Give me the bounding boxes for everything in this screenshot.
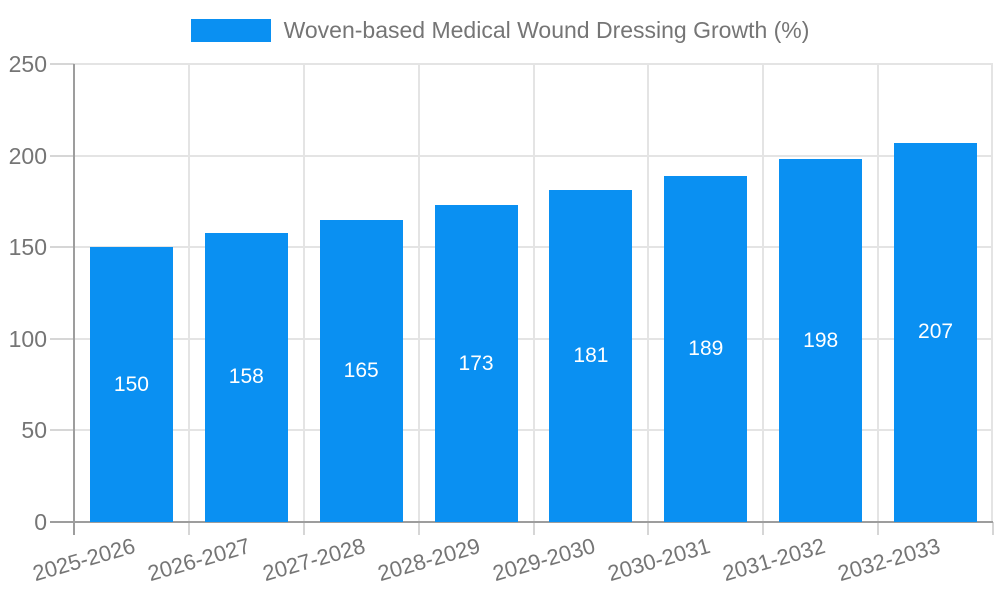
x-tick <box>417 522 420 535</box>
bar: 158 <box>204 232 288 522</box>
gridline-v <box>762 64 765 522</box>
bar-value-label: 207 <box>918 320 954 344</box>
y-tick <box>50 246 74 249</box>
gridline-v <box>417 64 420 522</box>
bar: 173 <box>434 205 518 522</box>
gridline-v <box>532 64 535 522</box>
y-tick-label: 200 <box>8 142 47 169</box>
bar-value-label: 181 <box>573 344 609 368</box>
y-axis-line <box>73 64 75 522</box>
y-tick-label: 150 <box>8 234 47 261</box>
x-tick <box>992 522 994 535</box>
x-tick <box>73 522 75 535</box>
legend-swatch <box>190 18 271 42</box>
gridline-v <box>877 64 880 522</box>
bar: 165 <box>319 219 403 522</box>
y-tick-label: 50 <box>21 417 47 444</box>
bar: 207 <box>894 142 978 522</box>
bar: 189 <box>664 175 748 522</box>
gridline-v <box>302 64 305 522</box>
bar-value-label: 173 <box>458 351 494 375</box>
x-tick <box>647 522 650 535</box>
y-tick-label: 100 <box>8 325 47 352</box>
bar: 181 <box>549 190 633 522</box>
plot-border-right <box>991 64 993 522</box>
bar-value-label: 165 <box>343 358 379 382</box>
bar-value-label: 198 <box>803 328 839 352</box>
y-tick <box>50 63 74 65</box>
bar: 150 <box>89 247 173 522</box>
gridline-v <box>187 64 190 522</box>
bar-value-label: 150 <box>113 372 149 396</box>
bar-value-label: 158 <box>228 365 264 389</box>
y-tick <box>50 337 74 340</box>
bar-value-label: 189 <box>688 336 724 360</box>
gridline-v <box>647 64 650 522</box>
plot-border-top <box>74 63 993 65</box>
x-tick <box>187 522 190 535</box>
x-tick <box>532 522 535 535</box>
legend: Woven-based Medical Wound Dressing Growt… <box>0 18 1000 42</box>
y-tick <box>50 429 74 432</box>
y-tick-label: 250 <box>8 51 47 77</box>
y-tick <box>50 154 74 157</box>
bar: 198 <box>779 159 863 522</box>
x-tick <box>877 522 880 535</box>
x-tick <box>302 522 305 535</box>
x-axis-line <box>50 521 993 523</box>
legend-label: Woven-based Medical Wound Dressing Growt… <box>283 17 810 43</box>
x-tick <box>762 522 765 535</box>
y-tick-label: 0 <box>34 509 47 535</box>
